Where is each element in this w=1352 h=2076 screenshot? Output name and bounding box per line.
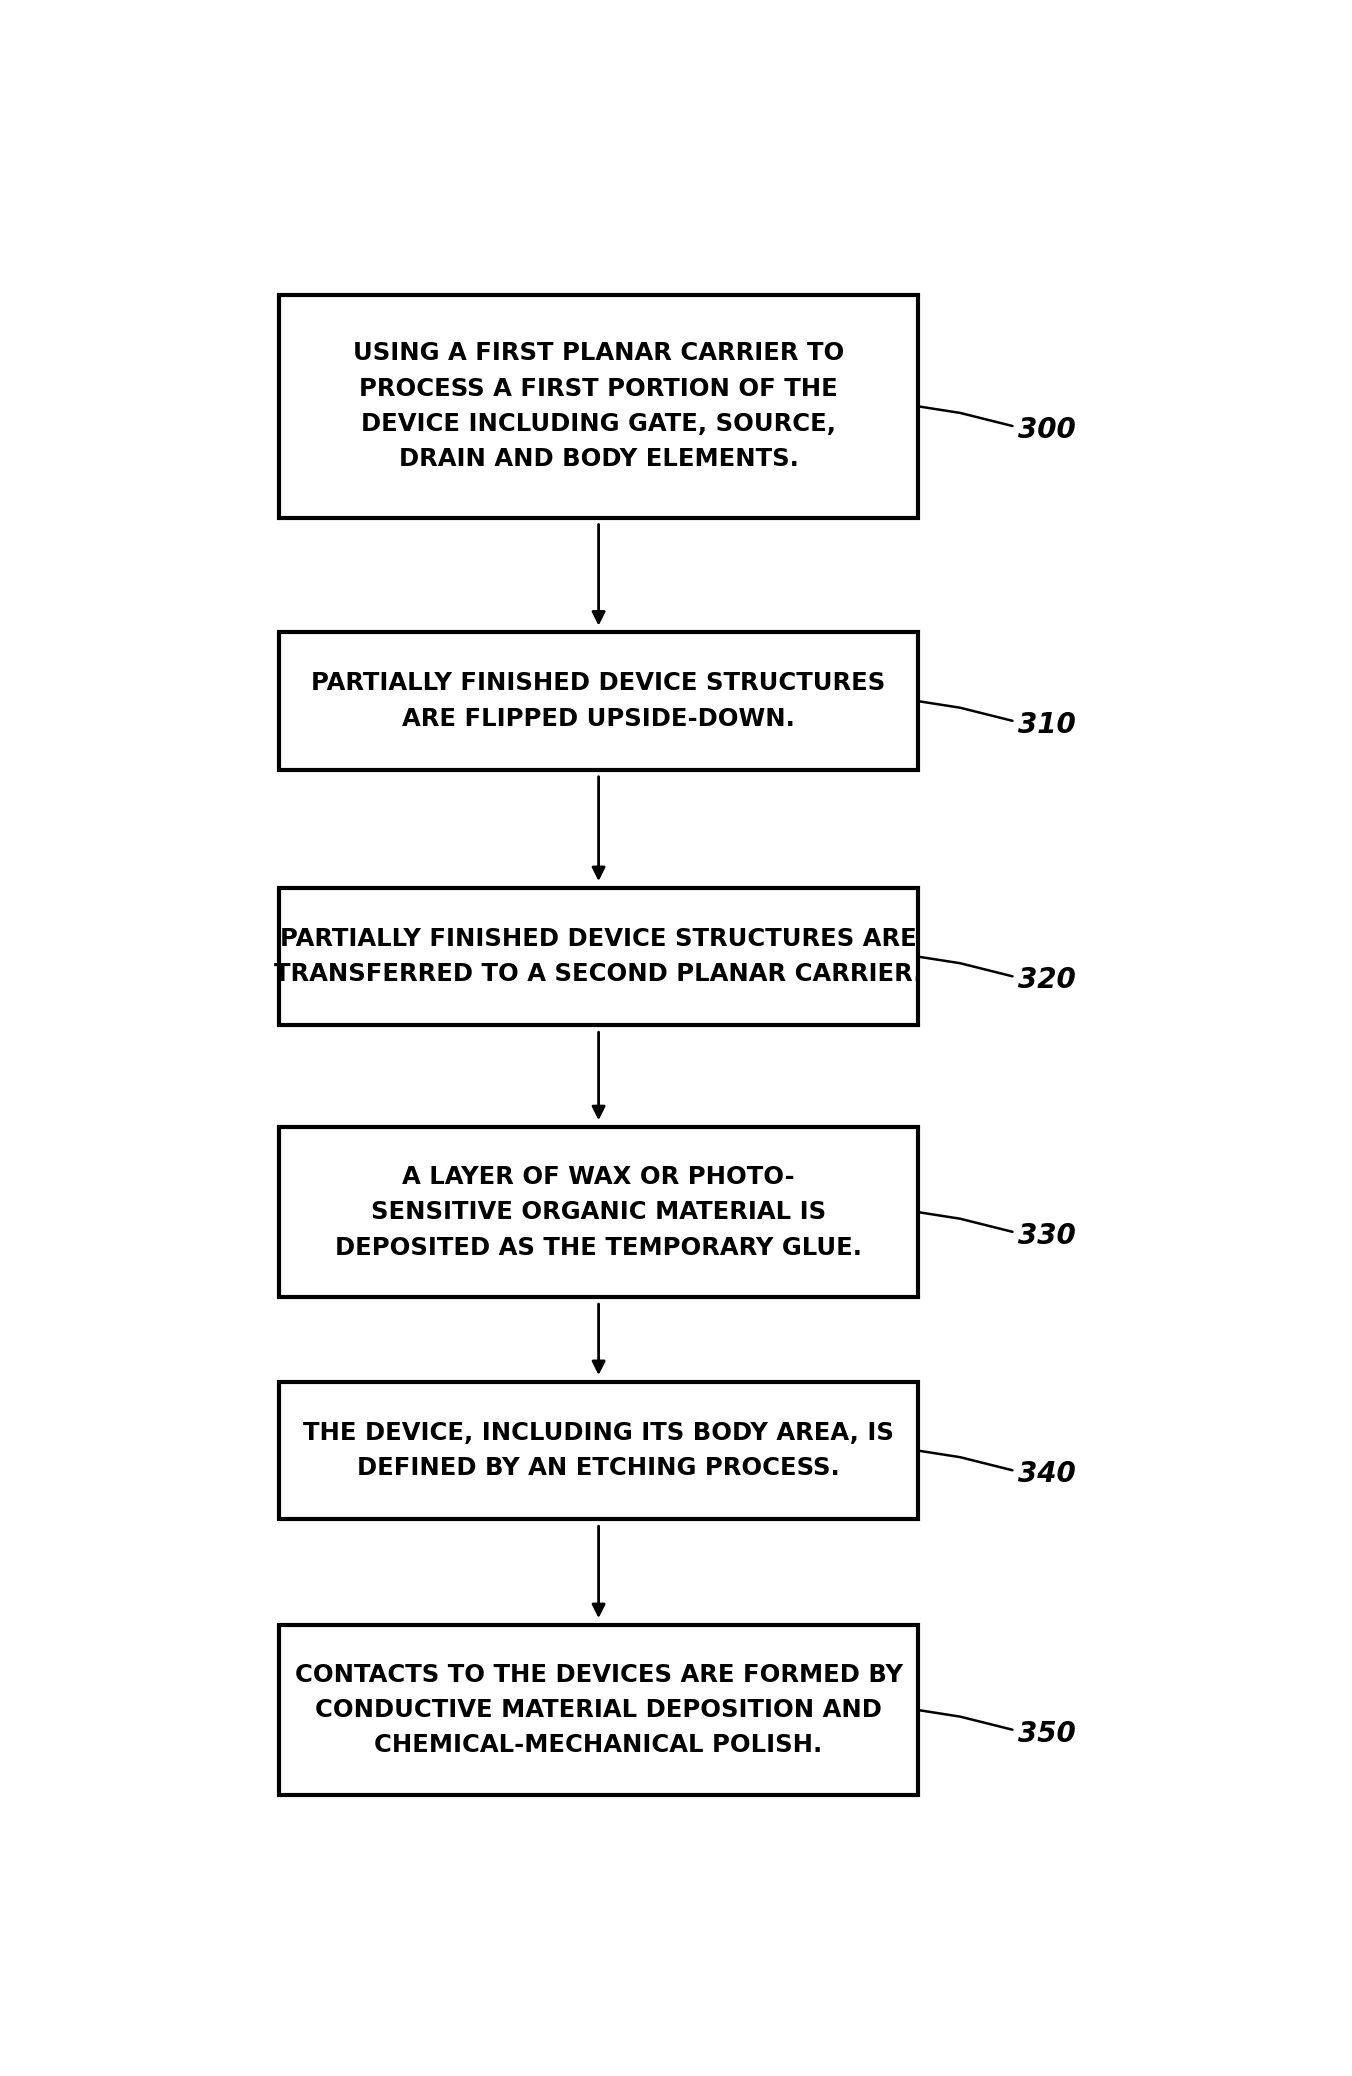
Text: A LAYER OF WAX OR PHOTO-
SENSITIVE ORGANIC MATERIAL IS
DEPOSITED AS THE TEMPORAR: A LAYER OF WAX OR PHOTO- SENSITIVE ORGAN… bbox=[335, 1165, 863, 1260]
FancyBboxPatch shape bbox=[279, 1127, 918, 1298]
Text: PARTIALLY FINISHED DEVICE STRUCTURES
ARE FLIPPED UPSIDE-DOWN.: PARTIALLY FINISHED DEVICE STRUCTURES ARE… bbox=[311, 671, 886, 731]
Text: THE DEVICE, INCLUDING ITS BODY AREA, IS
DEFINED BY AN ETCHING PROCESS.: THE DEVICE, INCLUDING ITS BODY AREA, IS … bbox=[303, 1420, 894, 1480]
Text: PARTIALLY FINISHED DEVICE STRUCTURES ARE
TRANSFERRED TO A SECOND PLANAR CARRIER.: PARTIALLY FINISHED DEVICE STRUCTURES ARE… bbox=[274, 928, 923, 986]
FancyBboxPatch shape bbox=[279, 295, 918, 517]
Text: 350: 350 bbox=[1018, 1719, 1075, 1748]
FancyBboxPatch shape bbox=[279, 633, 918, 770]
Text: 320: 320 bbox=[1018, 965, 1075, 994]
FancyBboxPatch shape bbox=[279, 889, 918, 1026]
Text: CONTACTS TO THE DEVICES ARE FORMED BY
CONDUCTIVE MATERIAL DEPOSITION AND
CHEMICA: CONTACTS TO THE DEVICES ARE FORMED BY CO… bbox=[295, 1663, 903, 1758]
Text: 310: 310 bbox=[1018, 710, 1075, 739]
FancyBboxPatch shape bbox=[279, 1383, 918, 1520]
Text: USING A FIRST PLANAR CARRIER TO
PROCESS A FIRST PORTION OF THE
DEVICE INCLUDING : USING A FIRST PLANAR CARRIER TO PROCESS … bbox=[353, 340, 844, 471]
Text: 300: 300 bbox=[1018, 415, 1075, 444]
FancyBboxPatch shape bbox=[279, 1626, 918, 1796]
Text: 330: 330 bbox=[1018, 1223, 1075, 1250]
Text: 340: 340 bbox=[1018, 1459, 1075, 1488]
